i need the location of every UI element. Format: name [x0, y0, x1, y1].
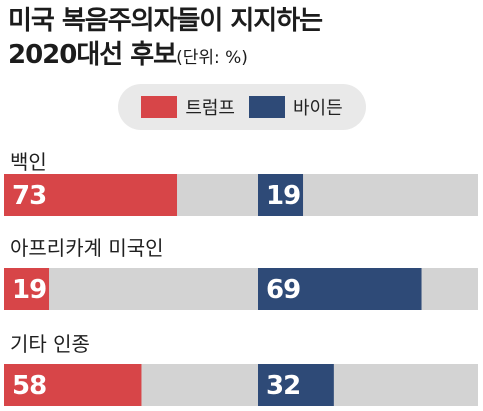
legend-item-trump: 트럼프 — [141, 94, 235, 120]
bar-biden-white — [258, 174, 304, 216]
legend-label-biden: 바이든 — [293, 98, 343, 119]
bar-biden-other — [258, 364, 334, 406]
title-line-2: 2020대선 후보 — [8, 40, 177, 70]
value-label-trump-white: 73 — [12, 181, 46, 211]
title-line-1: 미국 복음주의자들이 지지하는 — [8, 6, 323, 36]
bar-trump-african-american — [4, 268, 50, 310]
bar-trump-other — [4, 364, 142, 406]
bar-biden-african-american — [258, 268, 422, 310]
value-label-biden-other: 32 — [266, 371, 300, 401]
legend-item-biden: 바이든 — [249, 94, 343, 120]
legend-swatch-biden — [249, 96, 285, 118]
group-label-white: 백인 — [10, 150, 47, 174]
chart-title: 미국 복음주의자들이 지지하는 2020대선 후보(단위: %) — [8, 4, 323, 75]
legend-swatch-trump — [141, 96, 178, 118]
value-label-trump-other: 58 — [12, 371, 46, 401]
value-label-trump-african-american: 19 — [12, 275, 46, 305]
legend: 트럼프 바이든 — [118, 84, 366, 130]
group-label-other: 기타 인종 — [10, 332, 90, 356]
value-label-biden-african-american: 69 — [266, 275, 300, 305]
legend-label-trump: 트럼프 — [185, 98, 235, 119]
group-label-african-american: 아프리카계 미국인 — [10, 236, 164, 260]
unit-label: (단위: %) — [176, 48, 248, 68]
bar-trump-white — [4, 174, 178, 216]
value-label-biden-white: 19 — [266, 181, 300, 211]
